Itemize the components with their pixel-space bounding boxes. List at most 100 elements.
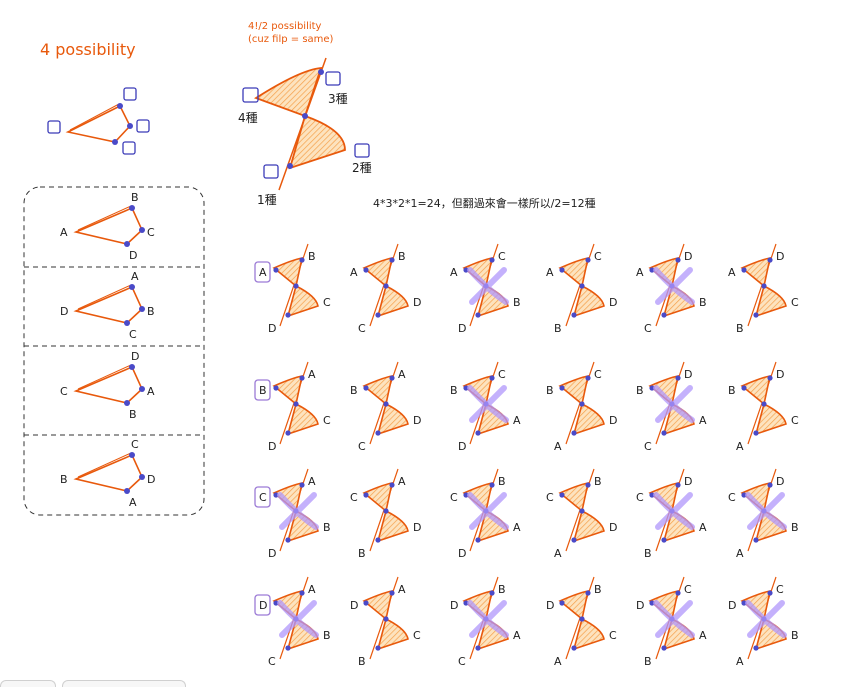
vertex-label: C xyxy=(358,440,366,453)
vertex-label: B xyxy=(791,629,799,642)
hourglass-node xyxy=(585,590,591,596)
vertex-label: D xyxy=(684,250,692,263)
vertex-label: C xyxy=(776,583,784,596)
vertex-label: B xyxy=(594,583,602,596)
big-hourglass xyxy=(242,57,370,191)
vertex-label: A xyxy=(513,629,521,642)
permutation-cell: A B C D xyxy=(259,243,331,335)
vertex-label: B xyxy=(398,250,406,263)
vertex-label-tip: B xyxy=(60,473,68,486)
hourglass-node xyxy=(475,645,481,651)
hourglass-node xyxy=(559,385,565,391)
vertex-label: D xyxy=(450,599,458,612)
toolbar-tab[interactable] xyxy=(0,680,56,687)
hourglass-node xyxy=(489,257,495,263)
vertex-label: D xyxy=(684,368,692,381)
permutation-cell: D B C A xyxy=(546,576,617,668)
hourglass-node xyxy=(571,312,577,318)
hourglass-node xyxy=(375,537,381,543)
hourglass-node xyxy=(753,430,759,436)
vertex-label-bottom: B xyxy=(129,408,137,421)
hourglass-node xyxy=(767,375,773,381)
vertex-label: D xyxy=(350,599,358,612)
triangle-panel: A B CD xyxy=(60,191,155,262)
hourglass-node xyxy=(285,537,291,543)
cross-out-mark xyxy=(653,267,695,305)
vertex-label-mid: B xyxy=(147,305,155,318)
hourglass-node xyxy=(389,375,395,381)
vertex-label: A xyxy=(554,655,562,668)
vertex-label: D xyxy=(609,521,617,534)
vertex-label-top: A xyxy=(131,270,139,283)
hourglass-node xyxy=(753,537,759,543)
empty-slot-box xyxy=(136,119,150,133)
vertex-label: A xyxy=(513,414,521,427)
vertex-label: C xyxy=(609,629,617,642)
triangle-panel: D A BC xyxy=(60,270,155,341)
vertex-label-bottom: A xyxy=(129,496,137,509)
vertex-label: D xyxy=(413,521,421,534)
hourglass-node xyxy=(389,482,395,488)
vertex-label: C xyxy=(791,414,799,427)
empty-slot-box xyxy=(354,143,370,158)
triangle-node xyxy=(124,241,130,247)
vertex-label: D xyxy=(684,475,692,488)
vertex-label: C xyxy=(644,322,652,335)
count-label-1: 1種 xyxy=(257,193,277,207)
vertex-label-bottom: C xyxy=(129,328,137,341)
cross-out-mark xyxy=(467,600,509,638)
hourglass-node xyxy=(571,645,577,651)
vertex-label: C xyxy=(546,491,554,504)
vertex-label: D xyxy=(268,547,276,560)
hourglass-node xyxy=(675,257,681,263)
hourglass-node xyxy=(753,645,759,651)
vertex-label: A xyxy=(513,521,521,534)
vertex-label: C xyxy=(358,322,366,335)
triangle-node xyxy=(139,386,145,392)
vertex-label: B xyxy=(498,475,506,488)
hourglass-node xyxy=(661,430,667,436)
triangle-node xyxy=(139,474,145,480)
permutation-cell: A D B C xyxy=(636,243,707,335)
permutation-cell: D A C B xyxy=(350,576,421,668)
vertex-label: A xyxy=(554,547,562,560)
vertex-label: A xyxy=(308,475,316,488)
vertex-label: B xyxy=(323,521,331,534)
vertex-label: D xyxy=(259,599,267,612)
vertex-label: C xyxy=(323,296,331,309)
triangle-node xyxy=(129,364,135,370)
vertex-label: B xyxy=(450,384,458,397)
hourglass-node xyxy=(675,590,681,596)
toolbar-tab[interactable] xyxy=(62,680,186,687)
hourglass-node xyxy=(579,401,585,407)
hourglass-node xyxy=(741,385,747,391)
permutation-grid: ABCDABDCACBDACDBADBCADCBBACDBADCBCADBCDA… xyxy=(254,243,799,668)
vertex-label: C xyxy=(594,250,602,263)
vertex-label: D xyxy=(776,368,784,381)
hourglass-node xyxy=(571,430,577,436)
empty-slot-box xyxy=(242,87,259,103)
triangle-node xyxy=(124,400,130,406)
vertex-label: D xyxy=(636,599,644,612)
hourglass-node xyxy=(363,385,369,391)
hourglass-node xyxy=(661,312,667,318)
vertex-label: A xyxy=(699,629,707,642)
vertex-label: A xyxy=(308,368,316,381)
triangle-node xyxy=(129,452,135,458)
hourglass-node xyxy=(299,590,305,596)
hourglass-node xyxy=(559,267,565,273)
vertex-label-tip: A xyxy=(60,226,68,239)
triangle-node xyxy=(124,488,130,494)
empty-slot-box xyxy=(123,87,137,101)
vertex-label: B xyxy=(323,629,331,642)
vertex-label: B xyxy=(699,296,707,309)
hourglass-node xyxy=(375,312,381,318)
hourglass-node xyxy=(661,645,667,651)
permutation-cell: B D C A xyxy=(728,361,799,453)
hourglass-node xyxy=(579,508,585,514)
hourglass-node xyxy=(585,375,591,381)
vertex-label: A xyxy=(398,475,406,488)
count-label-4: 4種 xyxy=(238,111,258,125)
vertex-label: B xyxy=(791,521,799,534)
hourglass-node xyxy=(363,267,369,273)
